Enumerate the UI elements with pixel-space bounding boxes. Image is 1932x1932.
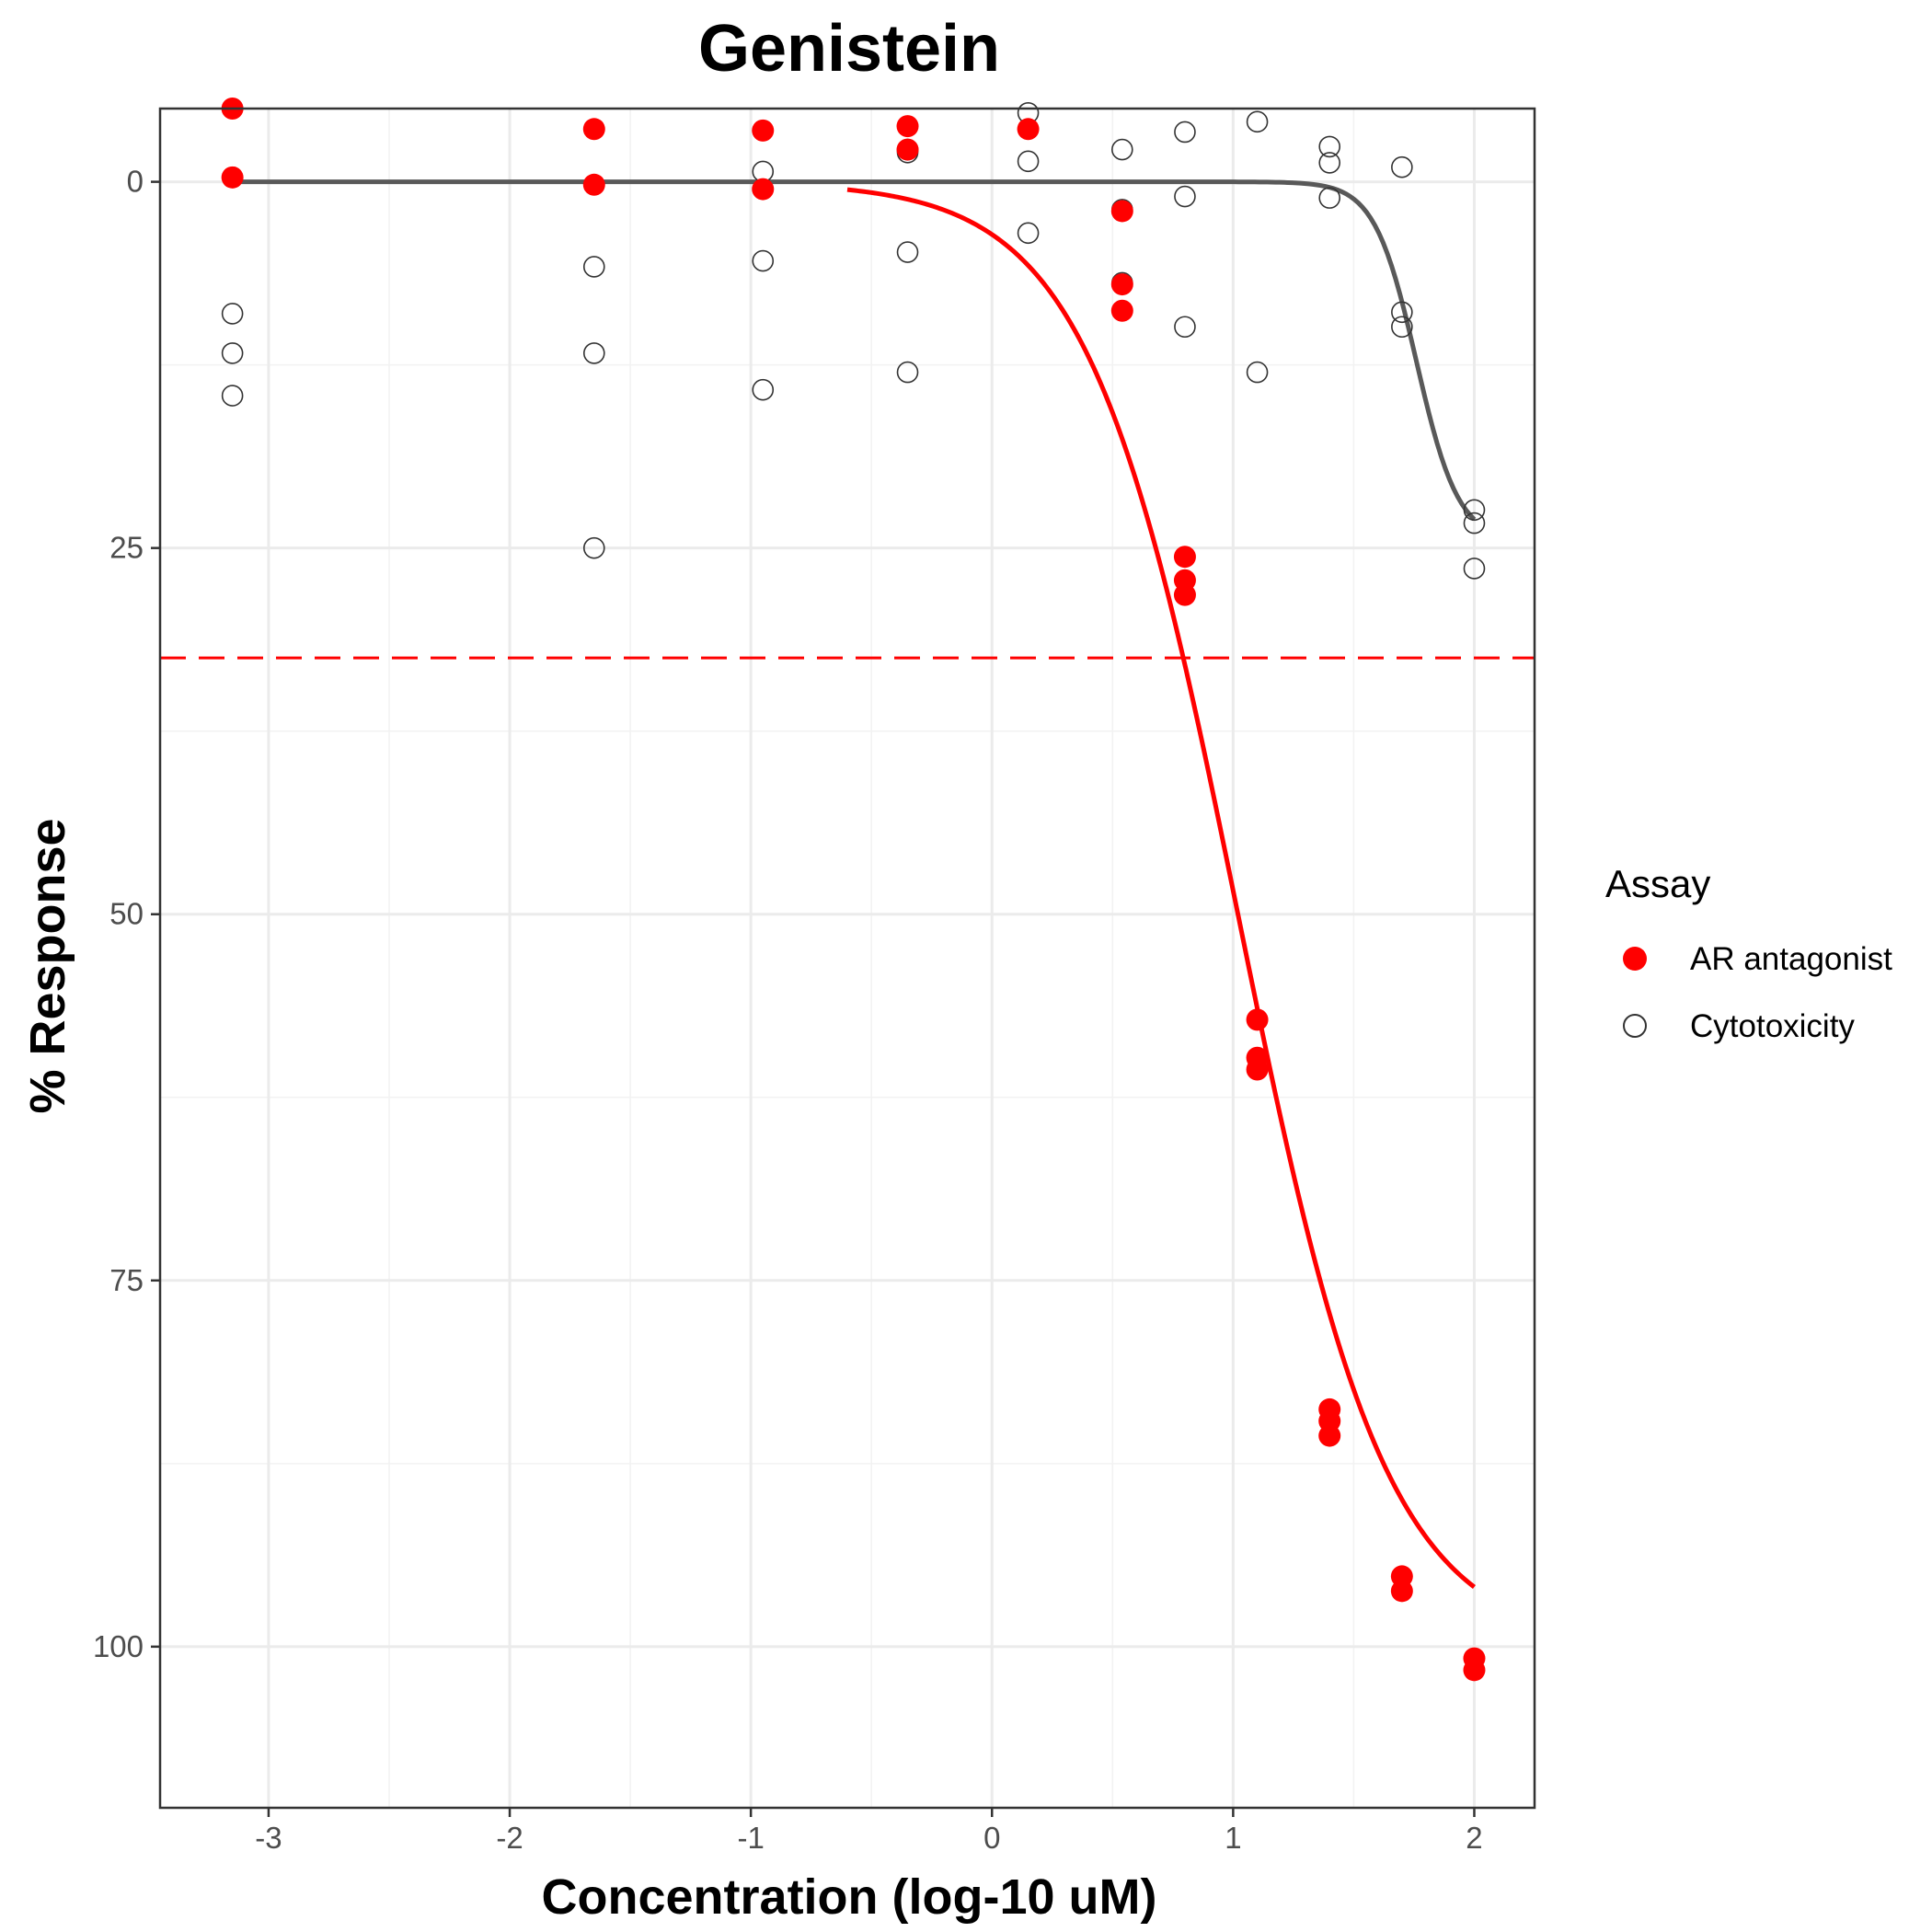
y-tick-label: 25	[109, 531, 144, 565]
x-tick-label: -1	[737, 1821, 764, 1855]
legend-title: Assay	[1605, 862, 1710, 905]
panel-border	[158, 107, 1536, 1810]
fit-curves	[232, 179, 1477, 1589]
x-tick-label: 1	[1225, 1821, 1241, 1855]
ar-antagonist-point	[752, 178, 775, 201]
cytotoxicity-point	[221, 385, 244, 407]
ar-antagonist-point	[1463, 1659, 1486, 1682]
y-tick-label: 0	[127, 165, 144, 199]
cytotoxicity-point	[1318, 135, 1341, 158]
panel-border-layer	[158, 107, 1536, 1810]
cytotoxicity-point	[1463, 499, 1486, 522]
cytotoxicity-point	[1391, 155, 1413, 178]
legend-key-ar-antagonist	[1623, 947, 1647, 971]
ar-antagonist-point	[1318, 1424, 1341, 1447]
cytotoxicity-fit-curve	[232, 179, 1477, 522]
cytotoxicity-point	[1463, 512, 1486, 535]
data-points	[221, 98, 1486, 1682]
x-axis-title: Concentration (log-10 uM)	[542, 1869, 1157, 1925]
ar-antagonist-point	[1110, 299, 1133, 322]
cytotoxicity-point	[1391, 301, 1413, 324]
x-tick-label: -3	[255, 1821, 282, 1855]
ar-antagonist-point	[1173, 583, 1196, 606]
legend-label-ar-antagonist: AR antagonist	[1690, 941, 1892, 977]
cytotoxicity-point	[1174, 185, 1196, 208]
legend-key-cytotoxicity	[1623, 1014, 1647, 1038]
cytotoxicity-point	[1391, 316, 1413, 339]
ar-antagonist-point	[1173, 546, 1196, 569]
ar-antagonist-point	[582, 173, 605, 196]
ar-antagonist-point	[1017, 118, 1040, 141]
cytotoxicity-point	[1318, 152, 1341, 174]
cytotoxicity-point	[1111, 138, 1133, 161]
y-tick-label: 50	[109, 897, 144, 931]
ar-antagonist-point	[582, 118, 605, 141]
cytotoxicity-point	[582, 342, 605, 364]
ar-antagonist-point	[1390, 1580, 1413, 1603]
cytotoxicity-point	[1017, 150, 1040, 173]
ar-antagonist-point	[1246, 1008, 1269, 1031]
ar-antagonist-point	[1110, 273, 1133, 296]
ar-antagonist-fit-curve	[846, 187, 1477, 1589]
cytotoxicity-point	[752, 249, 775, 272]
legend-label-cytotoxicity: Cytotoxicity	[1690, 1008, 1855, 1044]
cytotoxicity-point	[1318, 187, 1341, 209]
ar-antagonist-point	[752, 119, 775, 142]
cytotoxicity-point	[1246, 110, 1269, 133]
x-tick-label: -2	[496, 1821, 523, 1855]
legend: Assay AR antagonist Cytotoxicity	[1605, 862, 1892, 1044]
y-tick-label: 100	[93, 1629, 144, 1663]
cytotoxicity-point	[896, 361, 919, 384]
cytotoxicity-point	[1017, 222, 1040, 245]
chart-title: Genistein	[698, 12, 1000, 86]
cytotoxicity-point	[1463, 558, 1486, 580]
cytotoxicity-point	[896, 241, 919, 263]
panel-background	[160, 109, 1535, 1808]
x-tick-label: 2	[1466, 1821, 1482, 1855]
ar-antagonist-point	[896, 115, 919, 138]
cytotoxicity-point	[752, 378, 775, 401]
ar-antagonist-point	[896, 138, 919, 161]
x-tick-label: 0	[983, 1821, 1000, 1855]
cytotoxicity-point	[1174, 121, 1196, 144]
cytotoxicity-point	[221, 303, 244, 325]
axes: -3 -2 -1 0 1 2 0 25 50 75 100	[93, 165, 1483, 1855]
y-tick-label: 75	[109, 1263, 144, 1297]
cytotoxicity-point	[582, 536, 605, 559]
ar-antagonist-point	[221, 166, 244, 189]
cytotoxicity-point	[1246, 361, 1269, 384]
ar-antagonist-point	[1110, 200, 1133, 223]
cytotoxicity-point	[582, 256, 605, 278]
cytotoxicity-point	[1174, 316, 1196, 339]
y-axis-title: % Response	[20, 818, 75, 1113]
plot-panel	[160, 109, 1535, 1808]
ar-antagonist-point	[1246, 1058, 1269, 1081]
cytotoxicity-point	[221, 342, 244, 364]
gridlines	[160, 109, 1535, 1808]
